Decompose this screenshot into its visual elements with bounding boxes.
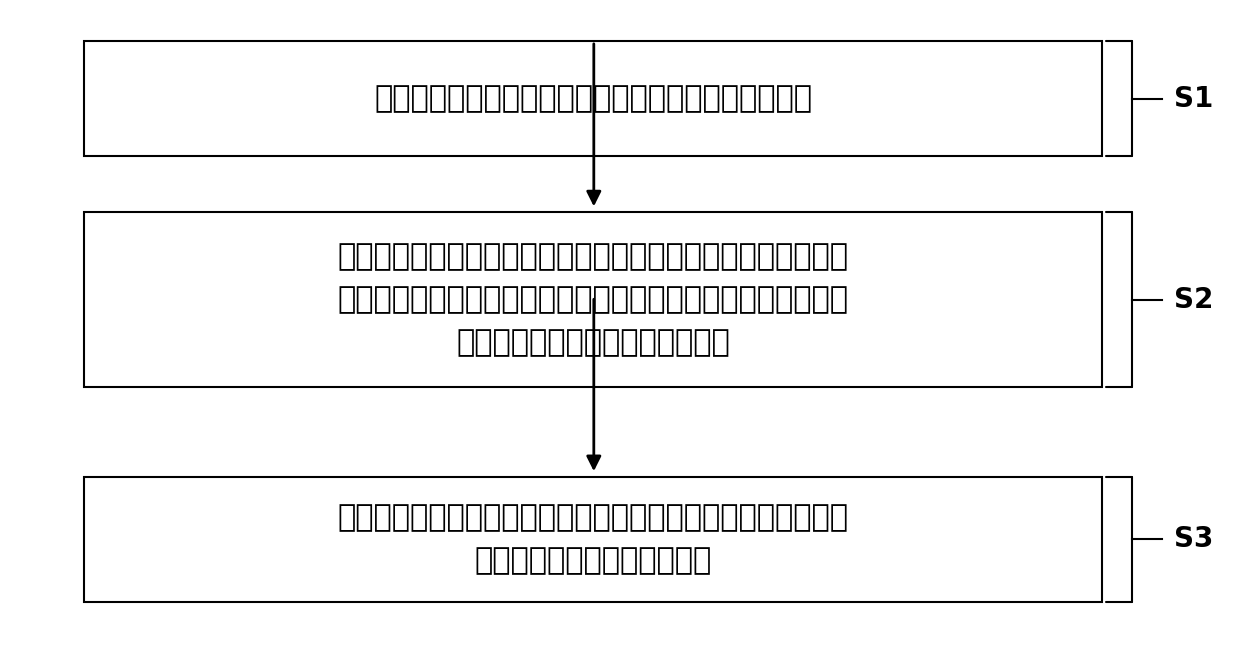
Text: 将单模光纤的两端固定，并使所述单模光纤呈拉直状态: 将单模光纤的两端固定，并使所述单模光纤呈拉直状态	[374, 84, 812, 113]
Text: 在所述沟槽中填充敏感物质，以使所述敏感物质与所述光纤的纤
芯形成平板波导共振耦合结构: 在所述沟槽中填充敏感物质，以使所述敏感物质与所述光纤的纤 芯形成平板波导共振耦合…	[337, 504, 848, 576]
FancyBboxPatch shape	[84, 212, 1102, 387]
Text: S1: S1	[1173, 84, 1213, 113]
FancyBboxPatch shape	[84, 41, 1102, 156]
Text: 在所述单模光纤的一侧沿光纤传输方向上，通过高深宽比结构加
工方法沿预设的路径对所述单模光纤的包层进行处理，以去除一
部分所述包层形成预设形状的沟槽: 在所述单模光纤的一侧沿光纤传输方向上，通过高深宽比结构加 工方法沿预设的路径对所…	[337, 242, 848, 357]
Text: S3: S3	[1173, 526, 1213, 554]
FancyBboxPatch shape	[84, 477, 1102, 602]
Text: S2: S2	[1173, 286, 1213, 313]
